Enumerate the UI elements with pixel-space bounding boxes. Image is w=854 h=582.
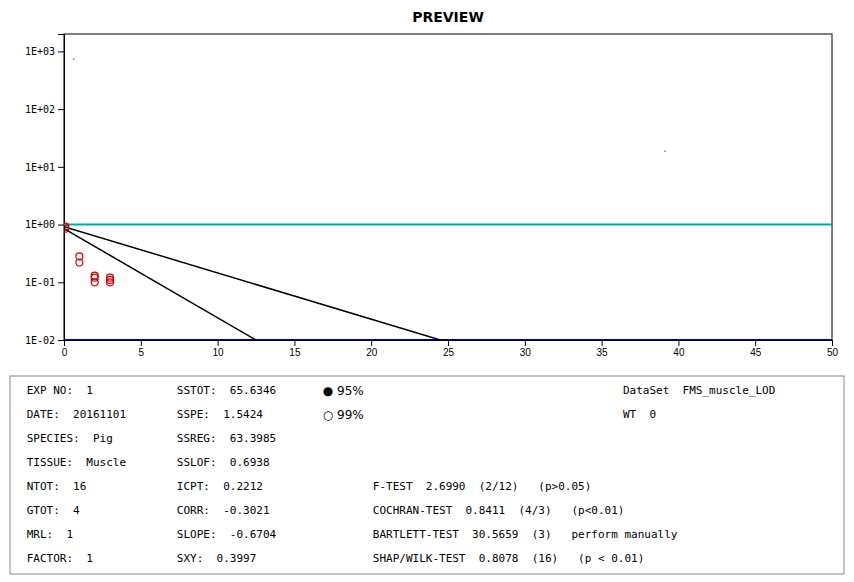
- annotation: .: [72, 49, 76, 63]
- reference-line: [64, 224, 832, 226]
- info-text: SSPE: 1.5424: [177, 408, 263, 421]
- x-tick: 10: [213, 340, 225, 358]
- x-axis: 0 5 10 15 20 25 30 35 40 45 50: [62, 340, 839, 358]
- point: [76, 253, 83, 260]
- x-tick: 40: [673, 340, 685, 358]
- axis-line: [65, 341, 833, 347]
- info-text: F-TEST 2.6990 (2/12) (p>0.05): [373, 480, 592, 493]
- tick-mark: [58, 282, 64, 283]
- tick-label: 1E+01: [25, 162, 55, 173]
- tick-label: 45: [750, 347, 762, 358]
- info-panel: EXP NO: 1 DATE: 20161101 SPECIES: Pig TISSU…: [10, 376, 844, 574]
- axis-line: [58, 35, 65, 341]
- tick-mark: [141, 340, 142, 346]
- info-text: DataSet FMS_muscle_LOD: [623, 384, 775, 397]
- tick-label: 0: [62, 347, 68, 358]
- info-text: SXY: 0.3997: [177, 552, 256, 565]
- tick-mark: [58, 51, 64, 52]
- tick-label: 1E-01: [25, 277, 55, 288]
- plot-frame: [64, 34, 832, 340]
- x-tick: 0: [62, 340, 68, 358]
- info-text: TISSUE: Muscle: [27, 456, 126, 469]
- x-tick: 35: [597, 340, 609, 358]
- info-text: GTOT: 4: [27, 504, 80, 517]
- tick-mark: [58, 340, 64, 341]
- y-tick: 1E+02: [25, 104, 64, 115]
- tick-mark: [525, 340, 526, 346]
- info-text: DATE: 20161101: [27, 408, 126, 421]
- tick-label: 1E+02: [25, 104, 55, 115]
- info-text: COCHRAN-TEST 0.8411 (4/3) (p<0.01): [373, 504, 625, 517]
- tick-label: 25: [443, 347, 455, 358]
- y-axis: 1E-02 1E-01 1E+00 1E+01 1E+02 1E+03: [25, 35, 65, 346]
- plot: 0 5 10 15 20 25 30 35 40 45 50 1E-02 1E-01 1E+00 1E+01…: [25, 34, 839, 358]
- point: [64, 223, 69, 230]
- chart: 0 5 10 15 20 25 30 35 40 45 50 1E-02 1E-01 1E+00 1E+01…: [0, 0, 854, 582]
- x-tick: 45: [750, 340, 762, 358]
- tick-mark: [755, 340, 756, 346]
- line: [64, 229, 256, 340]
- y-tick: 1E-01: [25, 277, 64, 288]
- info-text: ICPT: 0.2212: [177, 480, 263, 493]
- info-text: SLOPE: -0.6704: [177, 528, 277, 541]
- info-text: SSLOF: 0.6938: [177, 456, 270, 469]
- annotation: .: [663, 141, 667, 155]
- tick-label: 5: [139, 347, 145, 358]
- info-text: SPECIES: Pig: [27, 432, 113, 445]
- info-text: BARTLETT-TEST 30.5659 (3) perform manual…: [373, 528, 678, 541]
- tick-mark: [58, 225, 64, 226]
- tick-label: 1E+03: [25, 46, 55, 57]
- point: [107, 274, 114, 281]
- tick-mark: [448, 340, 449, 346]
- tick-mark: [832, 340, 833, 346]
- x-tick: 20: [366, 340, 378, 358]
- info-box: [10, 376, 844, 574]
- tick-label: 30: [520, 347, 532, 358]
- tick-label: 15: [289, 347, 301, 358]
- info-option: ● 95%: [323, 384, 364, 398]
- y-tick: 1E-02: [25, 335, 64, 346]
- tick-label: 40: [673, 347, 685, 358]
- info-text: FACTOR: 1: [27, 552, 93, 565]
- info-text: SSREG: 63.3985: [177, 432, 276, 445]
- line: [64, 227, 440, 340]
- x-tick: 15: [289, 340, 301, 358]
- tick-mark: [218, 340, 219, 346]
- reference-line: [64, 339, 832, 340]
- data: [64, 223, 832, 340]
- info-text: MRL: 1: [27, 528, 73, 541]
- info-option: ○ 99%: [323, 408, 364, 422]
- tick-mark: [371, 340, 372, 346]
- info-text: EXP NO: 1: [27, 384, 93, 397]
- info-text: WT 0: [623, 408, 656, 421]
- info-text: CORR: -0.3021: [177, 504, 270, 517]
- title: PREVIEW: [412, 9, 484, 25]
- info-text: SSTOT: 65.6346: [177, 384, 276, 397]
- info-text: NTOT: 16: [27, 480, 87, 493]
- y-tick: 1E+00: [25, 219, 64, 230]
- tick-mark: [294, 340, 295, 346]
- tick-label: 10: [213, 347, 225, 358]
- tick-mark: [678, 340, 679, 346]
- tick-mark: [58, 109, 64, 110]
- point: [91, 272, 98, 279]
- x-tick: 25: [443, 340, 455, 358]
- tick-label: 1E+00: [25, 219, 55, 230]
- tick-mark: [602, 340, 603, 346]
- tick-label: 1E-02: [25, 335, 55, 346]
- tick-label: 35: [597, 347, 609, 358]
- x-tick: 30: [520, 340, 532, 358]
- x-tick: 50: [827, 340, 839, 358]
- tick-label: 20: [366, 347, 378, 358]
- tick-label: 50: [827, 347, 839, 358]
- info-text: SHAP/WILK-TEST 0.8078 (16) (p < 0.01): [373, 552, 645, 565]
- y-tick: 1E+03: [25, 46, 64, 57]
- x-tick: 5: [139, 340, 145, 358]
- tick-mark: [58, 167, 64, 168]
- y-tick: 1E+01: [25, 162, 64, 173]
